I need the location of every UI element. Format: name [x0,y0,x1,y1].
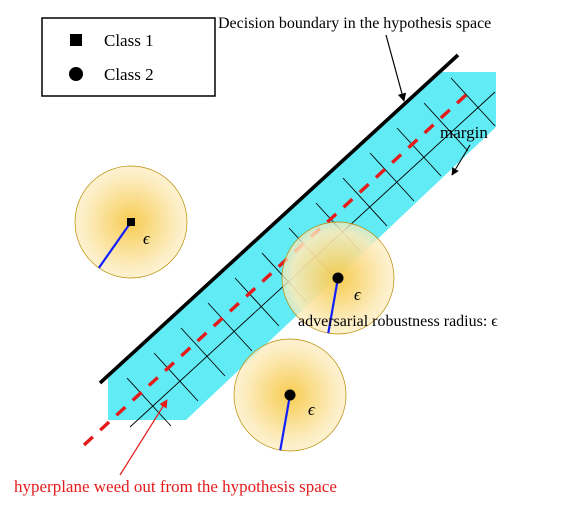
class1-point-icon [127,218,135,226]
decision-boundary-label: Decision boundary in the hypothesis spac… [218,15,491,32]
legend-box [42,18,215,96]
epsilon-label: ϵ [354,285,362,304]
legend-item-label: Class 2 [104,65,154,84]
rejected-hyperplane-label: hyperplane weed out from the hypothesis … [14,477,337,496]
legend-item-label: Class 1 [104,31,154,50]
decision-boundary-arrow [386,35,404,101]
epsilon-label: ϵ [308,400,316,419]
legend-circle-icon [69,67,83,81]
epsilon-label: ϵ [143,229,151,248]
class2-point-icon [333,273,344,284]
adversarial-radius-label: adversarial robustness radius: ϵ [298,313,498,330]
class2-point-icon [285,390,296,401]
margin-label: margin [440,123,488,142]
legend-square-icon [70,34,82,46]
